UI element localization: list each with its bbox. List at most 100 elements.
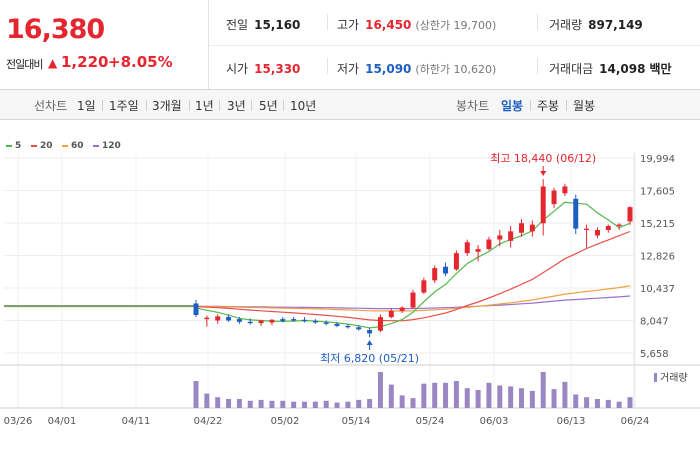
low-annotation: 최저 6,820 (05/21): [320, 352, 419, 365]
candle-body: [432, 268, 438, 281]
tab-3y[interactable]: 3년: [227, 99, 246, 113]
candle-body: [291, 319, 297, 321]
candle-body: [497, 235, 503, 240]
x-tick-label: 05/02: [271, 416, 300, 427]
volume-bar: [508, 386, 514, 408]
candle-body: [475, 249, 481, 252]
legend-ma5: 5: [6, 141, 21, 151]
y-tick-label: 8,047: [640, 317, 669, 328]
volume-bar: [594, 399, 600, 408]
y-tick-label: 19,994: [640, 154, 675, 165]
candle-body: [334, 323, 340, 326]
volume-label: 거래량: [660, 372, 688, 384]
candle-body: [226, 317, 232, 321]
volume-bar: [562, 381, 568, 408]
candle-body: [594, 230, 600, 236]
trade-amount: 거래대금 14,098 백만: [549, 62, 672, 76]
candle-body: [204, 317, 210, 320]
volume-bar: [193, 381, 199, 408]
volume-bar: [497, 385, 503, 408]
volume-bar: [356, 399, 362, 408]
candle-body: [584, 228, 590, 231]
tab-weekly[interactable]: 주봉: [537, 99, 560, 113]
tab-1w[interactable]: 1주일: [109, 99, 139, 113]
volume-bar: [421, 383, 427, 408]
volume-bar: [236, 399, 242, 408]
x-tick-label: 06/24: [621, 416, 650, 427]
candle-body: [464, 242, 470, 254]
high-annotation: 최고 18,440 (06/12): [490, 152, 596, 165]
x-tick-label: 04/01: [48, 416, 77, 427]
change-label: 전일대비: [6, 58, 43, 71]
candle-body: [410, 292, 416, 308]
candle-body: [562, 186, 568, 194]
volume-bar: [540, 372, 546, 408]
tab-1y[interactable]: 1년: [195, 99, 214, 113]
low-price: 저가 15,090 (하한가 10,620): [337, 62, 497, 76]
line-chart-label: 선차트: [34, 99, 68, 113]
x-tick-label: 03/26: [4, 416, 33, 427]
candle-body: [193, 303, 199, 316]
volume-bar: [388, 384, 394, 408]
volume-bar: [486, 382, 492, 408]
volume-bar: [323, 400, 329, 408]
volume-bar: [605, 399, 611, 408]
tab-daily[interactable]: 일봉: [501, 99, 524, 113]
volume-bar: [334, 402, 340, 408]
volume-bar: [584, 397, 590, 408]
open-price: 시가 15,330: [226, 62, 301, 76]
x-tick-label: 05/24: [416, 416, 445, 427]
tab-3m[interactable]: 3개월: [152, 99, 182, 113]
tab-5y[interactable]: 5년: [259, 99, 278, 113]
volume-bar: [410, 398, 416, 408]
candle-body: [627, 207, 633, 222]
candle-body: [388, 310, 394, 318]
candle-body: [508, 231, 514, 241]
volume-bar: [312, 401, 318, 408]
y-tick-label: 15,215: [640, 219, 675, 230]
volume-bar: [519, 388, 524, 408]
candle-chart-label: 봉차트: [456, 99, 490, 113]
volume-bar: [291, 401, 297, 408]
volume-bar: [573, 394, 579, 408]
candle-body: [421, 280, 427, 293]
volume-bar: [551, 389, 557, 408]
volume-bar: [377, 372, 383, 408]
y-tick-label: 17,605: [640, 186, 675, 197]
y-tick-label: 5,658: [640, 349, 669, 360]
candle-body: [236, 319, 242, 322]
volume-bar: [280, 400, 286, 408]
candle-body: [247, 321, 253, 324]
volume-bar: [204, 393, 210, 408]
legend-ma20: 20: [31, 141, 53, 151]
volume-bar: [616, 401, 622, 408]
candle-body: [377, 317, 383, 331]
price-panel: 16,380 전일대비 ▲ 1,220 +8.05%: [0, 0, 209, 89]
quote-summary: 16,380 전일대비 ▲ 1,220 +8.05% 전일 15,160 시가 15…: [0, 0, 700, 90]
tab-monthly[interactable]: 월봉: [573, 99, 596, 113]
candle-body: [605, 225, 611, 231]
candle-body: [356, 327, 362, 330]
candle-body: [215, 316, 221, 321]
volume-bar: [226, 399, 232, 408]
volume-bar: [453, 381, 459, 408]
up-arrow-icon: ▲: [48, 56, 58, 70]
x-tick-label: 04/22: [194, 416, 223, 427]
current-price: 16,380: [6, 14, 105, 45]
candle-body: [312, 321, 318, 323]
volume-legend-swatch: [654, 373, 657, 382]
change-value: 1,220: [61, 53, 109, 71]
candle-body: [345, 325, 351, 328]
legend-ma60: 60: [62, 141, 84, 151]
candle-body: [269, 319, 275, 323]
ma20-line: [4, 230, 631, 322]
tab-1d[interactable]: 1일: [77, 99, 96, 113]
volume-bar: [302, 401, 307, 408]
tab-10y[interactable]: 10년: [290, 99, 317, 113]
candle-body: [399, 307, 405, 311]
volume-bar: [432, 382, 438, 408]
candle-body: [486, 239, 492, 250]
high-arrow-head: [540, 171, 547, 176]
candle-body: [519, 223, 524, 233]
